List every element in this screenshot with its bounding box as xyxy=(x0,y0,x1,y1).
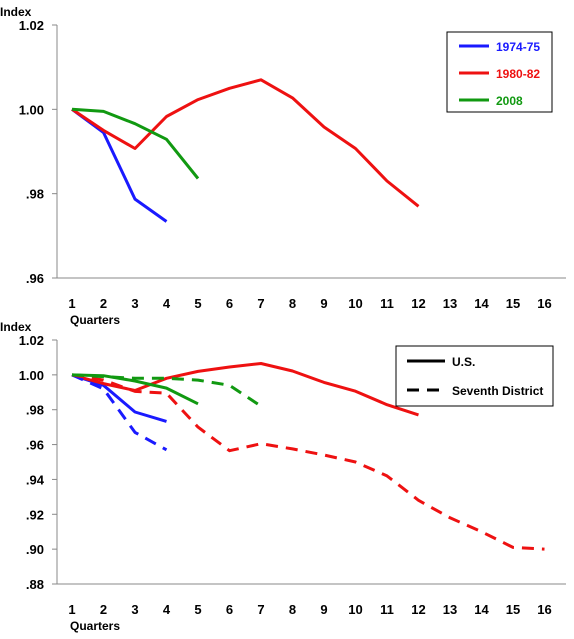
x-axis-title: Quarters xyxy=(70,313,120,327)
x-tick-label: 6 xyxy=(226,602,233,617)
x-tick-label: 13 xyxy=(443,602,457,617)
y-tick-label: .88 xyxy=(26,577,44,592)
x-tick-label: 10 xyxy=(348,296,362,311)
legend-label-1974-75: 1974-75 xyxy=(496,40,540,54)
x-tick-label: 14 xyxy=(474,296,489,311)
x-tick-label: 1 xyxy=(68,602,75,617)
series-line-2008 xyxy=(71,107,200,180)
x-tick-label: 10 xyxy=(348,602,362,617)
y-tick-label: .96 xyxy=(26,438,44,453)
x-tick-label: 8 xyxy=(289,602,296,617)
y-tick-label: .98 xyxy=(26,403,44,418)
x-tick-label: 5 xyxy=(194,296,201,311)
legend-label-solid: U.S. xyxy=(452,355,475,369)
x-tick-label: 14 xyxy=(474,602,489,617)
x-tick-label: 12 xyxy=(411,296,425,311)
x-tick-label: 15 xyxy=(506,296,520,311)
x-tick-label: 7 xyxy=(257,296,264,311)
y-axis-title: Index xyxy=(0,5,32,19)
x-tick-label: 12 xyxy=(411,602,425,617)
series-line-1974-75 xyxy=(71,108,168,223)
y-tick-label: .92 xyxy=(26,507,44,522)
x-tick-label: 2 xyxy=(100,296,107,311)
y-tick-label: .94 xyxy=(26,472,45,487)
x-tick-label: 5 xyxy=(194,602,201,617)
series-line-1974-75-dashed xyxy=(71,373,168,452)
y-axis-title: Index xyxy=(0,320,32,334)
x-tick-label: 6 xyxy=(226,296,233,311)
legend-box xyxy=(395,345,554,407)
x-tick-label: 15 xyxy=(506,602,520,617)
x-tick-label: 8 xyxy=(289,296,296,311)
y-tick-label: 1.00 xyxy=(19,102,44,117)
chart-panel-1: .96.981.001.021 2 3 4 5 6 7 8 9 10 11 12 13 14 15 16Ind… xyxy=(0,5,566,327)
series-line-1980-82 xyxy=(71,78,420,208)
x-tick-label: 3 xyxy=(131,602,138,617)
chart-panel-2: .88.90.92.94.96.981.001.021 2 3 4 5 6 7 8 9 10 11 1… xyxy=(0,320,566,633)
legend: 1974-75 1980-82 2008 xyxy=(446,31,553,113)
y-tick-label: 1.02 xyxy=(19,18,44,33)
legend-label-1980-82: 1980-82 xyxy=(496,67,540,81)
y-tick-label: 1.00 xyxy=(19,368,44,383)
x-tick-label: 9 xyxy=(320,296,327,311)
x-tick-label: 3 xyxy=(131,296,138,311)
series-line-1974-75 xyxy=(71,373,167,423)
series-line-1980-82-dashed xyxy=(71,373,545,551)
y-tick-label: .98 xyxy=(26,187,44,202)
legend-label-dashed: Seventh District xyxy=(452,384,543,398)
x-tick-label: 16 xyxy=(537,602,551,617)
x-tick-label: 1 xyxy=(68,296,75,311)
x-tick-label: 4 xyxy=(163,296,171,311)
legend-label-2008: 2008 xyxy=(496,94,523,108)
series-line-2008-dashed xyxy=(71,373,262,408)
x-tick-label: 2 xyxy=(100,602,107,617)
series-line-1980-82 xyxy=(71,362,419,417)
x-tick-label: 11 xyxy=(380,296,394,311)
y-tick-label: .90 xyxy=(26,542,44,557)
x-tick-label: 11 xyxy=(380,602,394,617)
legend: U.S. Seventh District xyxy=(395,345,554,407)
x-tick-label: 7 xyxy=(257,602,264,617)
x-tick-label: 16 xyxy=(537,296,551,311)
y-tick-label: .96 xyxy=(26,271,44,286)
x-axis-title: Quarters xyxy=(70,619,120,633)
y-tick-label: 1.02 xyxy=(19,333,44,348)
x-tick-label: 9 xyxy=(320,602,327,617)
x-tick-label: 13 xyxy=(443,296,457,311)
x-tick-label: 4 xyxy=(163,602,171,617)
